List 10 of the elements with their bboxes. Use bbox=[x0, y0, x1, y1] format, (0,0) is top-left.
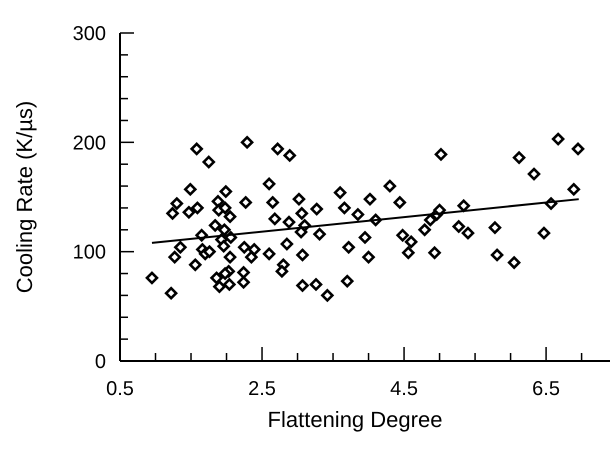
x-tick-label: 2.5 bbox=[248, 378, 276, 400]
y-tick-label: 300 bbox=[72, 23, 106, 45]
x-tick-label: 6.5 bbox=[532, 378, 560, 400]
x-axis-title: Flattening Degree bbox=[268, 407, 442, 432]
y-axis-title: Cooling Rate (K/µs) bbox=[12, 100, 37, 294]
x-tick-label: 4.5 bbox=[390, 378, 418, 400]
x-tick-label: 0.5 bbox=[106, 378, 134, 400]
y-tick-label: 200 bbox=[72, 132, 106, 154]
y-tick-label: 0 bbox=[94, 351, 106, 373]
y-tick-label: 100 bbox=[72, 242, 106, 264]
